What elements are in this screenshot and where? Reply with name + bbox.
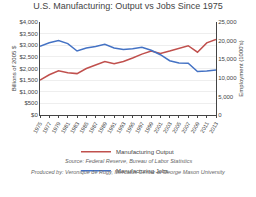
svg-text:2007: 2007 — [180, 121, 191, 135]
svg-text:$1,500: $1,500 — [19, 77, 38, 83]
svg-text:$0: $0 — [31, 112, 38, 118]
svg-text:1985: 1985 — [78, 121, 89, 135]
svg-text:$4,000: $4,000 — [19, 19, 38, 25]
svg-text:2009: 2009 — [189, 121, 200, 135]
svg-text:2011: 2011 — [199, 121, 210, 134]
svg-text:Manufacturing Jobs: Manufacturing Jobs — [116, 168, 168, 174]
svg-text:$2,000: $2,000 — [19, 66, 38, 72]
svg-text:$3,000: $3,000 — [19, 42, 38, 48]
svg-text:15,000: 15,000 — [218, 56, 237, 62]
svg-text:1987: 1987 — [88, 121, 99, 135]
svg-text:1993: 1993 — [115, 121, 126, 135]
svg-text:2003: 2003 — [162, 121, 173, 135]
svg-text:2001: 2001 — [152, 121, 163, 135]
svg-text:1975: 1975 — [32, 121, 43, 135]
svg-text:1995: 1995 — [125, 121, 136, 135]
svg-text:1979: 1979 — [50, 121, 61, 135]
svg-text:1989: 1989 — [97, 121, 108, 135]
svg-text:Produced by: Veronique de Rugy: Produced by: Veronique de Rugy, Mercatus… — [31, 169, 226, 175]
svg-text:5,000: 5,000 — [218, 94, 234, 100]
svg-text:$1,000: $1,000 — [19, 89, 38, 95]
svg-text:10,000: 10,000 — [218, 75, 237, 81]
svg-text:0: 0 — [218, 112, 222, 118]
svg-text:1983: 1983 — [69, 121, 80, 135]
svg-text:Billions of 2005 $: Billions of 2005 $ — [11, 45, 17, 91]
svg-text:$2,500: $2,500 — [19, 54, 38, 60]
svg-text:$3,500: $3,500 — [19, 31, 38, 37]
svg-text:1977: 1977 — [41, 121, 52, 135]
svg-text:1991: 1991 — [106, 121, 117, 135]
svg-text:Source: Federal Reserve, Burea: Source: Federal Reserve, Bureau of Labor… — [65, 158, 192, 164]
svg-text:1981: 1981 — [60, 121, 71, 135]
svg-text:2005: 2005 — [171, 121, 182, 135]
svg-text:1997: 1997 — [134, 121, 145, 135]
svg-text:Manufacturing Output: Manufacturing Output — [116, 149, 174, 155]
svg-text:2013: 2013 — [208, 121, 219, 135]
svg-text:20,000: 20,000 — [218, 38, 237, 44]
svg-text:25,000: 25,000 — [218, 19, 237, 25]
svg-text:$500: $500 — [24, 100, 38, 106]
svg-text:Employment (1000's): Employment (1000's) — [238, 40, 244, 97]
svg-text:U.S. Manufacturing: Output vs: U.S. Manufacturing: Output vs Jobs Since… — [33, 1, 223, 11]
svg-text:1999: 1999 — [143, 121, 154, 135]
